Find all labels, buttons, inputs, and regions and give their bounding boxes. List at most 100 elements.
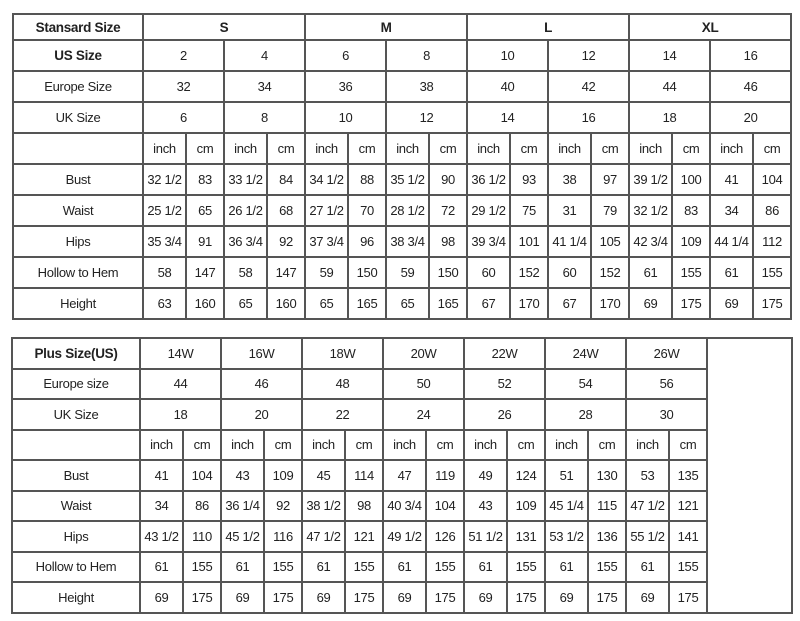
measurement-value: 53: [625, 459, 670, 492]
size-value: 44: [139, 367, 222, 400]
size-value: 50: [382, 367, 465, 400]
measurement-value: 155: [425, 550, 465, 583]
measurement-value: 59: [304, 256, 350, 289]
plus-size-table: Plus Size(US) 14W 16W 18W 20W 22W 24W 26W Europe…: [11, 337, 793, 614]
measurement-value: 175: [752, 287, 793, 320]
measurement-value: 65: [304, 287, 350, 320]
measurement-value: 69: [220, 581, 265, 614]
measurement-value: 69: [139, 581, 184, 614]
measurement-value: 141: [668, 520, 708, 553]
measurement-value: 165: [347, 287, 388, 320]
unit-cm: cm: [428, 132, 469, 165]
measurement-value: 39 3/4: [466, 225, 512, 258]
measurement-value: 175: [344, 581, 384, 614]
measurement-value: 170: [509, 287, 550, 320]
row-label: US Size: [12, 39, 144, 72]
measurement-value: 36 1/4: [220, 489, 265, 522]
measurement-value: 96: [347, 225, 388, 258]
measurement-value: 36 3/4: [223, 225, 268, 258]
measurement-label: Height: [12, 287, 144, 320]
measurement-value: 69: [382, 581, 427, 614]
unit-cm: cm: [590, 132, 631, 165]
measurement-value: 65: [385, 287, 431, 320]
measurement-value: 86: [752, 194, 793, 227]
table-row: UK Size 18 20 22 24 26 28 30: [11, 398, 792, 431]
table-row: Waist 25 1/2 65 26 1/2 68 27 1/2 70 28 1/2 72 29 …: [12, 194, 793, 227]
measurement-value: 25 1/2: [142, 194, 187, 227]
measurement-value: 51 1/2: [463, 520, 508, 553]
measurement-value: 35 1/2: [385, 163, 431, 196]
plus-size-header: 22W: [463, 337, 546, 370]
table-row: inch cm inch cm inch cm inch cm inch cm inch cm inch…: [12, 132, 793, 165]
measurement-value: 49 1/2: [382, 520, 427, 553]
size-value: 22: [301, 398, 384, 431]
measurement-value: 109: [506, 489, 546, 522]
measurement-value: 93: [509, 163, 550, 196]
plus-size-header: 20W: [382, 337, 465, 370]
measurement-value: 150: [428, 256, 469, 289]
unit-cm: cm: [671, 132, 712, 165]
plus-size-header: 14W: [139, 337, 222, 370]
measurement-value: 165: [428, 287, 469, 320]
measurement-value: 100: [671, 163, 712, 196]
size-group-header: M: [304, 13, 469, 41]
measurement-value: 33 1/2: [223, 163, 268, 196]
measurement-value: 68: [265, 194, 307, 227]
measurement-value: 86: [182, 489, 222, 522]
measurement-value: 34: [139, 489, 184, 522]
size-group-header: S: [141, 13, 307, 41]
measurement-value: 104: [425, 489, 465, 522]
measurement-value: 155: [752, 256, 793, 289]
table-row: Europe Size 32 34 36 38 40 42 44 46: [12, 70, 793, 103]
measurement-value: 26 1/2: [223, 194, 268, 227]
measurement-value: 83: [671, 194, 712, 227]
measurement-value: 110: [182, 520, 222, 553]
measurement-value: 175: [671, 287, 712, 320]
measurement-value: 109: [263, 459, 303, 492]
measurement-value: 29 1/2: [466, 194, 512, 227]
measurement-label: Hips: [11, 520, 141, 553]
plus-size-header: 18W: [301, 337, 384, 370]
measurement-label: Bust: [12, 163, 144, 196]
measurement-value: 116: [263, 520, 303, 553]
measurement-value: 104: [752, 163, 793, 196]
measurement-value: 83: [185, 163, 225, 196]
measurement-value: 175: [425, 581, 465, 614]
unit-cm: cm: [182, 428, 222, 461]
unit-inch: inch: [220, 428, 265, 461]
measurement-value: 38: [547, 163, 593, 196]
measurement-value: 60: [466, 256, 512, 289]
measurement-value: 155: [587, 550, 627, 583]
unit-inch: inch: [544, 428, 589, 461]
unit-inch: inch: [709, 132, 755, 165]
size-value: 12: [385, 101, 469, 134]
measurement-value: 45 1/2: [220, 520, 265, 553]
measurement-value: 37 3/4: [304, 225, 350, 258]
measurement-value: 44 1/4: [709, 225, 755, 258]
size-value: 18: [628, 101, 712, 134]
measurement-value: 67: [547, 287, 593, 320]
measurement-value: 39 1/2: [628, 163, 674, 196]
measurement-value: 155: [668, 550, 708, 583]
measurement-value: 65: [185, 194, 225, 227]
size-value: 30: [625, 398, 708, 431]
measurement-label: Bust: [11, 459, 141, 492]
unit-inch: inch: [625, 428, 670, 461]
unit-cm: cm: [425, 428, 465, 461]
unit-inch: inch: [139, 428, 184, 461]
measurement-value: 69: [625, 581, 670, 614]
unit-cm: cm: [506, 428, 546, 461]
measurement-value: 92: [265, 225, 307, 258]
measurement-value: 155: [671, 256, 712, 289]
measurement-value: 49: [463, 459, 508, 492]
size-value: 46: [220, 367, 303, 400]
unit-inch: inch: [223, 132, 268, 165]
unit-inch: inch: [466, 132, 512, 165]
size-value: 8: [385, 39, 469, 72]
table-row: Hips 43 1/2 110 45 1/2 116 47 1/2 121 49 1/2 126…: [11, 520, 792, 553]
measurement-value: 32 1/2: [142, 163, 187, 196]
measurement-label: Waist: [11, 489, 141, 522]
measurement-value: 43: [463, 489, 508, 522]
measurement-value: 124: [506, 459, 546, 492]
size-value: 46: [709, 70, 793, 103]
